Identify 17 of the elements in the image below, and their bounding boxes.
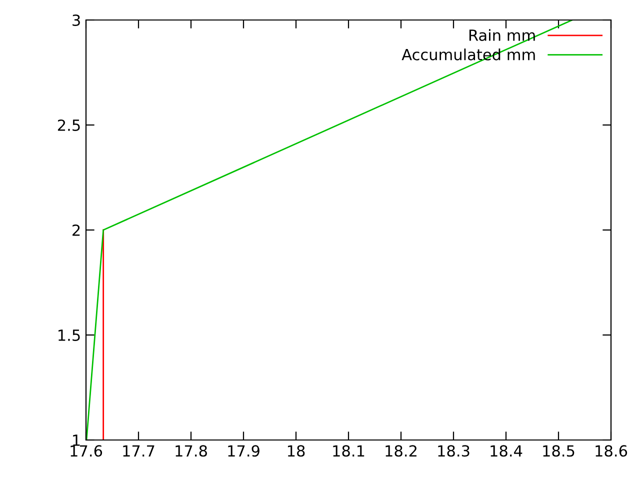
legend-label: Rain mm	[469, 29, 535, 41]
x-tick-label: 18	[288, 445, 305, 457]
x-tick-label: 17.7	[123, 445, 154, 456]
y-tick-label: 1	[73, 434, 80, 446]
y-tick-label: 1.5	[58, 330, 80, 342]
x-tick-label: 18.2	[386, 445, 416, 457]
x-tick-label: 18.6	[596, 445, 628, 457]
x-tick-label: 17.8	[176, 445, 207, 457]
x-tick-label: 17.9	[228, 445, 260, 457]
y-tick-label: 2	[72, 224, 80, 236]
x-tick-label: 18.5	[543, 445, 574, 457]
y-tick-label: 2.5	[58, 119, 80, 132]
x-tick-label: 18.3	[438, 445, 470, 457]
x-tick-label: 17.6	[70, 445, 102, 457]
x-tick-label: 18.1	[333, 445, 364, 457]
x-tick-label: 18.4	[490, 445, 522, 457]
y-tick-label: 3	[72, 14, 80, 26]
